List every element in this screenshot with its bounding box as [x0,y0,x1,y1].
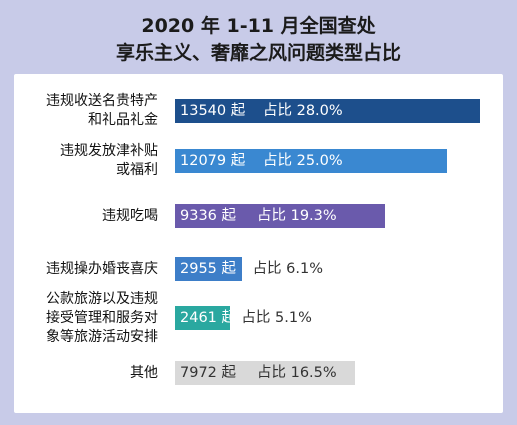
bar [175,149,448,173]
bar-count-label: 7972 起 [180,365,237,381]
bar-share-label: 占比 16.5% [257,365,337,381]
category-label: 违规发放津补贴 或福利 [60,143,158,178]
bar-count-label: 9336 起 [180,208,237,224]
bar [175,99,480,123]
bar-count-label: 12079 起 [180,153,246,169]
bar-share-label: 占比 5.1% [241,310,312,326]
bar [175,257,242,281]
bar-count-label: 13540 起 [180,103,246,119]
category-label: 违规收送名贵特产 和礼品礼金 [46,93,158,128]
bar-share-label: 占比 25.0% [263,153,343,169]
category-label: 公款旅游以及违规 接受管理和服务对 象等旅游活动安排 [46,290,158,345]
bar [175,361,355,385]
bar [175,204,386,228]
bar-count-label: 2955 起 [180,261,237,277]
bar-share-label: 占比 19.3% [257,208,337,224]
chart-title-line2: 享乐主义、奢靡之风问题类型占比 [115,42,401,64]
chart-title-line1: 2020 年 1-11 月全国查处 [141,15,376,37]
category-label: 其他 [130,364,158,381]
bar-share-label: 占比 6.1% [252,261,324,277]
bar-count-label: 2461 起 [180,310,237,326]
bar [175,306,231,330]
bar-share-label: 占比 28.0% [263,103,343,119]
chart-panel: 违规收送名贵特产 和礼品礼金 13540 起 占比 28.0% 违规发放津补贴 或福利… [14,74,503,413]
category-label: 违规操办婚丧喜庆 [46,260,158,277]
category-label: 违规吃喝 [102,207,158,224]
